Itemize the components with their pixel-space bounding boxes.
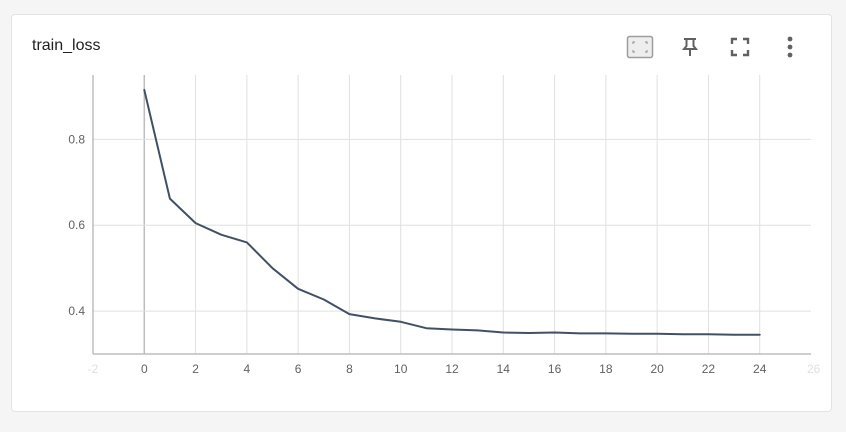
y-tick-label: 0.4 [68, 304, 85, 318]
series-line [143, 89, 761, 336]
x-tick-label: 24 [753, 362, 767, 376]
y-tick-label: 0.6 [68, 218, 85, 232]
fit-domain-icon [626, 35, 654, 59]
fullscreen-icon [730, 37, 750, 57]
x-tick-label: 14 [497, 362, 511, 376]
x-tick-label: 20 [650, 362, 664, 376]
x-tick-label: 2 [192, 362, 199, 376]
x-tick-label: 4 [244, 362, 251, 376]
y-tick-label: 0.8 [68, 132, 85, 146]
x-tick-label: 12 [445, 362, 459, 376]
more-options-button[interactable] [765, 33, 815, 61]
pin-button[interactable] [665, 33, 715, 61]
x-tick-label: 16 [548, 362, 562, 376]
card-title: train_loss [32, 37, 101, 54]
x-tick-label: 10 [394, 362, 408, 376]
more-vert-icon [787, 36, 793, 58]
fullscreen-button[interactable] [715, 33, 765, 61]
x-tick-label-faint: 26 [807, 362, 821, 376]
scalar-card: train_loss [11, 14, 832, 412]
x-tick-label-faint: -2 [88, 362, 99, 376]
x-tick-label: 18 [599, 362, 613, 376]
pin-icon [682, 38, 698, 56]
x-tick-label: 8 [346, 362, 353, 376]
card-toolbar [615, 33, 815, 61]
x-tick-label: 22 [702, 362, 716, 376]
x-tick-label: 6 [295, 362, 302, 376]
x-tick-label: 0 [141, 362, 148, 376]
fit-domain-button[interactable] [615, 33, 665, 61]
